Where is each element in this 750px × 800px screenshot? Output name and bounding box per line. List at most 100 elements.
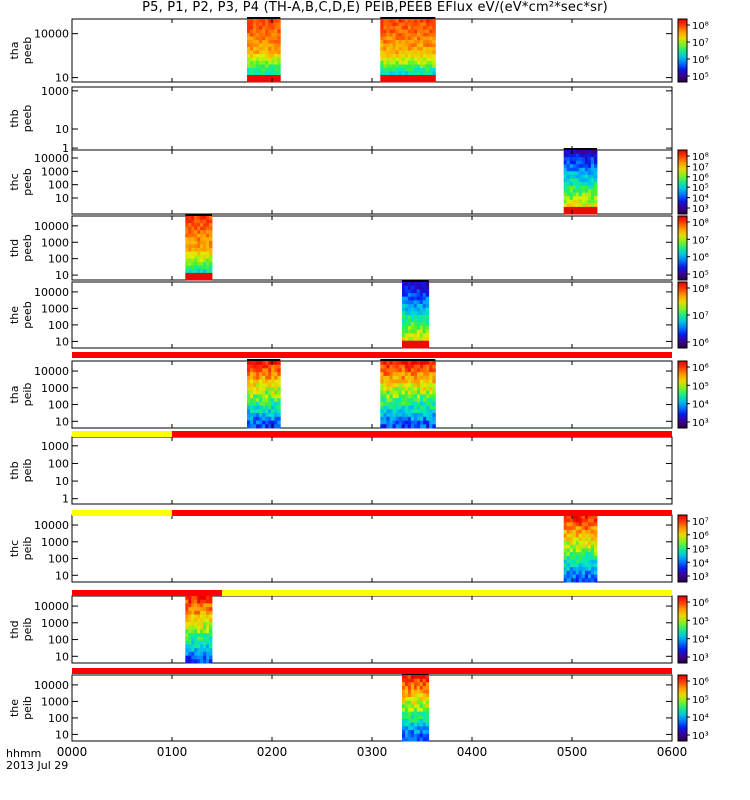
spectrogram-cell [410, 686, 415, 691]
spectrogram-cell [575, 537, 580, 542]
spectrogram-cell [389, 409, 393, 414]
spectrogram-cell [383, 43, 387, 48]
spectrogram-cell [386, 47, 390, 51]
spectrogram-cell [277, 40, 281, 44]
spectrogram-cell [265, 43, 269, 48]
spectrogram-cell [572, 196, 577, 201]
spectrogram-cell [389, 383, 393, 388]
spectrogram-cell [271, 36, 275, 41]
spectrogram-cell [584, 182, 589, 186]
spectrogram-cell [203, 237, 207, 242]
spectrogram-cell [578, 199, 583, 204]
x-tick-label: 0300 [357, 745, 388, 759]
spectrogram-cell [413, 329, 418, 334]
spectrogram-cell [563, 157, 568, 162]
spectrogram-cell [423, 387, 427, 392]
spectrogram-cell [416, 700, 421, 705]
spectrogram-cell [259, 57, 263, 62]
spectrogram-cell [259, 394, 263, 399]
spectrogram-cell [200, 614, 204, 619]
spectrogram-cell [277, 387, 281, 392]
spectrogram-cell [587, 171, 592, 176]
spectrogram-cell [185, 610, 189, 615]
spectrogram-cell [407, 337, 412, 342]
spectrogram-cell [416, 296, 421, 301]
spectrogram-cell [566, 210, 571, 215]
y-tick-label: 10000 [34, 152, 69, 165]
y-tick-label: 1000 [41, 165, 69, 178]
mode-bar-segment [222, 590, 672, 596]
spectrogram-cell [590, 153, 595, 158]
spectrogram-cell [401, 394, 406, 399]
spectrogram-cell [392, 40, 397, 44]
spectrogram-cell [575, 574, 580, 579]
spectrogram-cell [575, 178, 580, 183]
spectrogram-cell [395, 405, 400, 410]
spectrogram-cell [566, 164, 571, 169]
spectrogram-cell [383, 383, 387, 388]
spectrogram-cell [277, 372, 281, 377]
spectrogram-cell [398, 54, 403, 58]
spectrogram-cell [395, 379, 400, 384]
spectrogram-cell [250, 71, 254, 76]
spectrogram-cell [404, 368, 409, 373]
spectrogram-cell [271, 416, 275, 421]
spectrogram-cell [566, 192, 571, 197]
spectrogram-cell [274, 22, 278, 27]
spectrogram-cell [247, 19, 251, 23]
spectrogram-cell [584, 567, 589, 572]
spectrogram-cell [265, 413, 269, 418]
spectrogram-cell [271, 40, 275, 44]
spectrogram-cell [425, 326, 430, 331]
spectrogram-cell [274, 57, 278, 62]
spectrogram-cell [405, 686, 409, 691]
spectrogram-cell [389, 394, 393, 399]
spectrogram-cell [584, 210, 589, 215]
spectrogram-cell [256, 383, 260, 388]
spectrogram-cell [386, 387, 390, 392]
spectrogram-cell [209, 622, 213, 627]
spectrogram-cell [200, 651, 204, 656]
spectrogram-cell [419, 307, 424, 312]
spectrogram-cell [422, 329, 427, 334]
spectrogram-cell [259, 47, 263, 51]
spectrogram-cell [185, 248, 189, 252]
spectrogram-cell [563, 185, 568, 190]
spectrogram-cell [380, 364, 384, 369]
spectrogram-cell [572, 515, 577, 520]
spectrogram-cell [197, 622, 201, 627]
spectrogram-cell [259, 36, 263, 41]
spectrogram-cell [594, 160, 598, 165]
spectrogram-cell [572, 178, 577, 183]
spectrogram-cell [262, 394, 266, 399]
spectrogram-cell [194, 230, 198, 235]
spectrogram-cell [572, 153, 577, 158]
spectrogram-cell [420, 68, 424, 72]
spectrogram-cell [432, 75, 436, 79]
spectrogram-cell [398, 75, 403, 79]
mode-bar [72, 431, 672, 437]
spectrogram-cell [191, 636, 195, 641]
spectrogram-cell [429, 416, 433, 421]
spectrogram-cell [200, 640, 204, 645]
spectrogram-cell [402, 675, 406, 680]
spectrogram-cell [419, 311, 424, 316]
spectrogram-cell [386, 78, 390, 83]
spectrogram-cell [386, 394, 390, 399]
spectrogram-cell [402, 282, 406, 287]
spectrogram-cell [426, 50, 430, 55]
spectrogram-cell [250, 26, 254, 30]
spectrogram-cell [417, 387, 421, 392]
spectrogram-cell [581, 552, 586, 557]
spectrogram-cell [256, 375, 260, 380]
spectrogram-cell [575, 518, 580, 523]
spectrogram-cell [265, 68, 269, 72]
spectrogram-cell [587, 185, 592, 190]
spectrogram-cell [417, 375, 421, 380]
spectrogram-cell [417, 57, 421, 62]
spectrogram-cell [250, 75, 254, 79]
spectrogram-cell [395, 424, 400, 429]
spectrogram-cell [203, 258, 207, 263]
spectrogram-cell [271, 19, 275, 23]
spectrogram-cell [402, 307, 406, 312]
